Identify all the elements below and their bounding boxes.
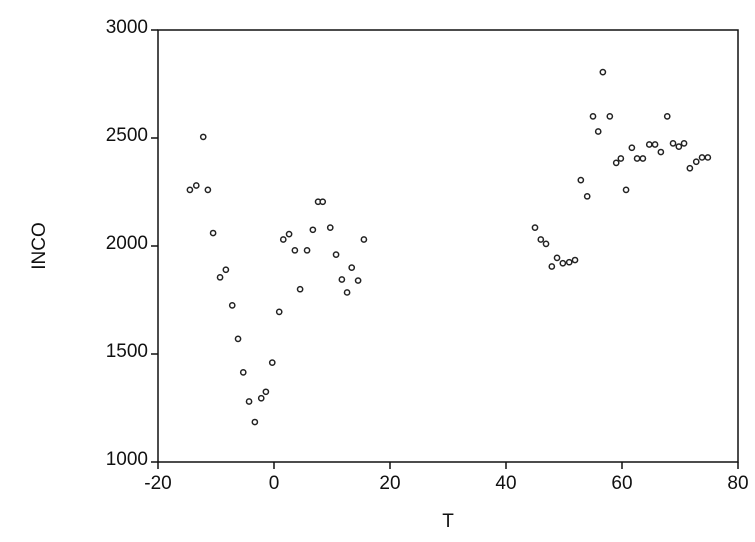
point <box>531 224 539 231</box>
point <box>222 266 230 274</box>
point <box>548 263 556 270</box>
point <box>228 302 236 309</box>
point <box>686 164 694 172</box>
point <box>360 236 368 243</box>
point <box>692 158 700 166</box>
point <box>326 224 334 231</box>
point <box>583 192 591 200</box>
point <box>192 182 200 189</box>
point <box>612 159 620 167</box>
point <box>606 113 614 120</box>
x-tick-label: 0 <box>269 473 280 494</box>
point <box>245 398 253 405</box>
y-tick-label: 2000 <box>106 233 148 254</box>
y-tick-label: 1500 <box>106 341 148 362</box>
point <box>296 285 304 293</box>
point <box>257 394 265 402</box>
point <box>589 113 597 120</box>
point <box>354 277 362 284</box>
point <box>279 236 287 243</box>
x-tick-label: 40 <box>495 473 516 494</box>
point <box>680 140 688 147</box>
point <box>565 258 573 266</box>
point <box>285 230 293 238</box>
point <box>348 264 356 271</box>
x-tick-label: 80 <box>727 473 748 494</box>
y-tick-label: 2500 <box>106 125 148 146</box>
plot-frame <box>157 29 739 463</box>
point <box>669 140 677 147</box>
point <box>704 154 712 161</box>
y-tick-label: 3000 <box>106 17 148 38</box>
point <box>234 335 242 343</box>
point <box>204 186 212 194</box>
point <box>675 143 683 150</box>
point <box>319 198 327 206</box>
point <box>303 246 311 254</box>
point <box>571 256 579 264</box>
point <box>268 359 276 366</box>
point <box>262 388 270 396</box>
point <box>617 155 625 162</box>
x-tick-label: 20 <box>379 473 400 494</box>
point <box>199 133 207 141</box>
point <box>542 240 550 248</box>
point <box>309 226 317 234</box>
point <box>651 141 659 148</box>
point <box>343 289 351 296</box>
x-axis-label: T <box>442 511 454 532</box>
point <box>639 155 647 162</box>
point <box>559 259 567 267</box>
x-tick-label: 60 <box>611 473 632 494</box>
point <box>291 246 299 254</box>
point <box>599 68 607 76</box>
point <box>239 369 247 376</box>
y-tick-label: 1000 <box>106 449 148 470</box>
point <box>186 186 194 194</box>
point <box>537 236 545 243</box>
point <box>332 251 340 258</box>
point <box>628 144 636 152</box>
point <box>275 308 283 316</box>
point <box>698 154 706 161</box>
point <box>645 141 653 148</box>
point <box>553 254 561 262</box>
x-tick-label: -20 <box>144 473 171 494</box>
point <box>663 113 671 120</box>
point <box>577 176 585 184</box>
point <box>622 186 630 194</box>
point <box>657 148 665 156</box>
y-axis-label: INCO <box>29 222 50 270</box>
point <box>338 276 346 283</box>
point <box>251 418 259 426</box>
point <box>633 155 641 162</box>
point <box>594 128 602 135</box>
point <box>209 229 217 237</box>
point <box>216 273 224 281</box>
